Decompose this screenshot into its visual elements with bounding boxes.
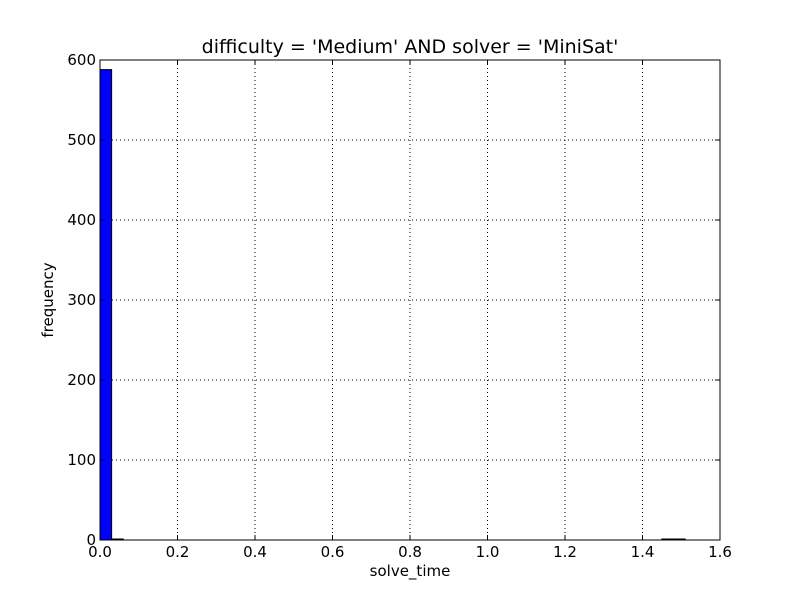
x-axis-label: solve_time [370, 562, 451, 581]
x-tick-label: 0.8 [398, 543, 422, 561]
y-tick-label: 500 [67, 131, 96, 149]
y-tick-label: 200 [67, 371, 96, 389]
x-tick-label: 1.2 [553, 543, 577, 561]
x-tick-label: 1.0 [476, 543, 500, 561]
x-tick-label: 0.6 [321, 543, 345, 561]
y-tick-label: 100 [67, 451, 96, 469]
x-tick-label: 0.2 [166, 543, 190, 561]
x-tick-label: 1.4 [631, 543, 655, 561]
x-tick-label: 0.4 [243, 543, 267, 561]
y-tick-label: 600 [67, 51, 96, 69]
x-tick-label: 0.0 [88, 543, 112, 561]
y-tick-label: 0 [86, 531, 96, 549]
y-axis-label: frequency [39, 262, 57, 337]
x-tick-label: 1.6 [708, 543, 732, 561]
chart-title: difficulty = 'Medium' AND solver = 'Mini… [202, 36, 619, 58]
axis-ticks: 0.0 0.2 0.4 0.6 0.8 1.0 1.2 1.4 1.6 0 100 200 300 400… [67, 51, 732, 561]
y-tick-label: 300 [67, 291, 96, 309]
y-tick-label: 400 [67, 211, 96, 229]
